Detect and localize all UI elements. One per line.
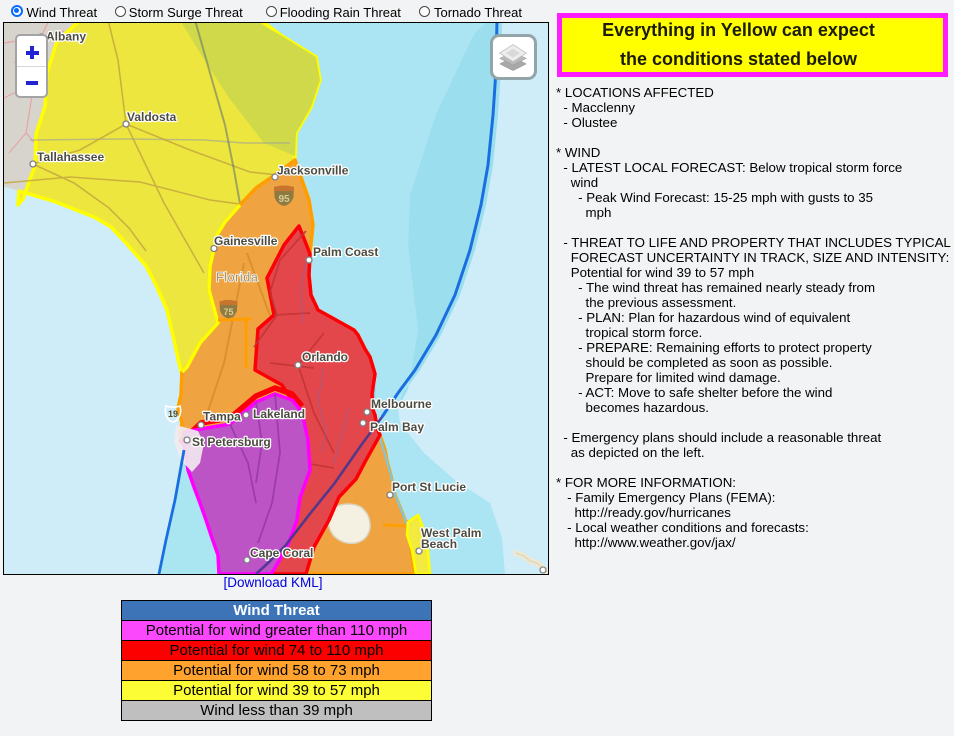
svg-text:Tampa: Tampa — [203, 409, 241, 423]
svg-text:Melbourne: Melbourne — [371, 397, 432, 411]
svg-text:Gainesville: Gainesville — [214, 234, 278, 248]
svg-text:95: 95 — [278, 194, 290, 205]
svg-text:19: 19 — [167, 409, 177, 419]
svg-text:West Palm: West Palm — [421, 526, 481, 540]
svg-text:Albany: Albany — [46, 29, 86, 43]
svg-text:Palm Coast: Palm Coast — [313, 245, 378, 259]
svg-text:Jacksonville: Jacksonville — [277, 163, 349, 177]
svg-text:Cape Coral: Cape Coral — [250, 546, 313, 560]
svg-text:Tallahassee: Tallahassee — [37, 150, 104, 164]
svg-text:75: 75 — [223, 307, 233, 317]
svg-text:Florida: Florida — [216, 270, 258, 284]
svg-text:Port St Lucie: Port St Lucie — [392, 480, 466, 494]
svg-text:Beach: Beach — [421, 537, 457, 551]
svg-text:Lakeland: Lakeland — [253, 407, 305, 421]
svg-text:St Petersburg: St Petersburg — [192, 435, 271, 449]
svg-text:Orlando: Orlando — [302, 350, 348, 364]
svg-text:Valdosta: Valdosta — [127, 110, 177, 124]
svg-text:Palm Bay: Palm Bay — [370, 420, 424, 434]
